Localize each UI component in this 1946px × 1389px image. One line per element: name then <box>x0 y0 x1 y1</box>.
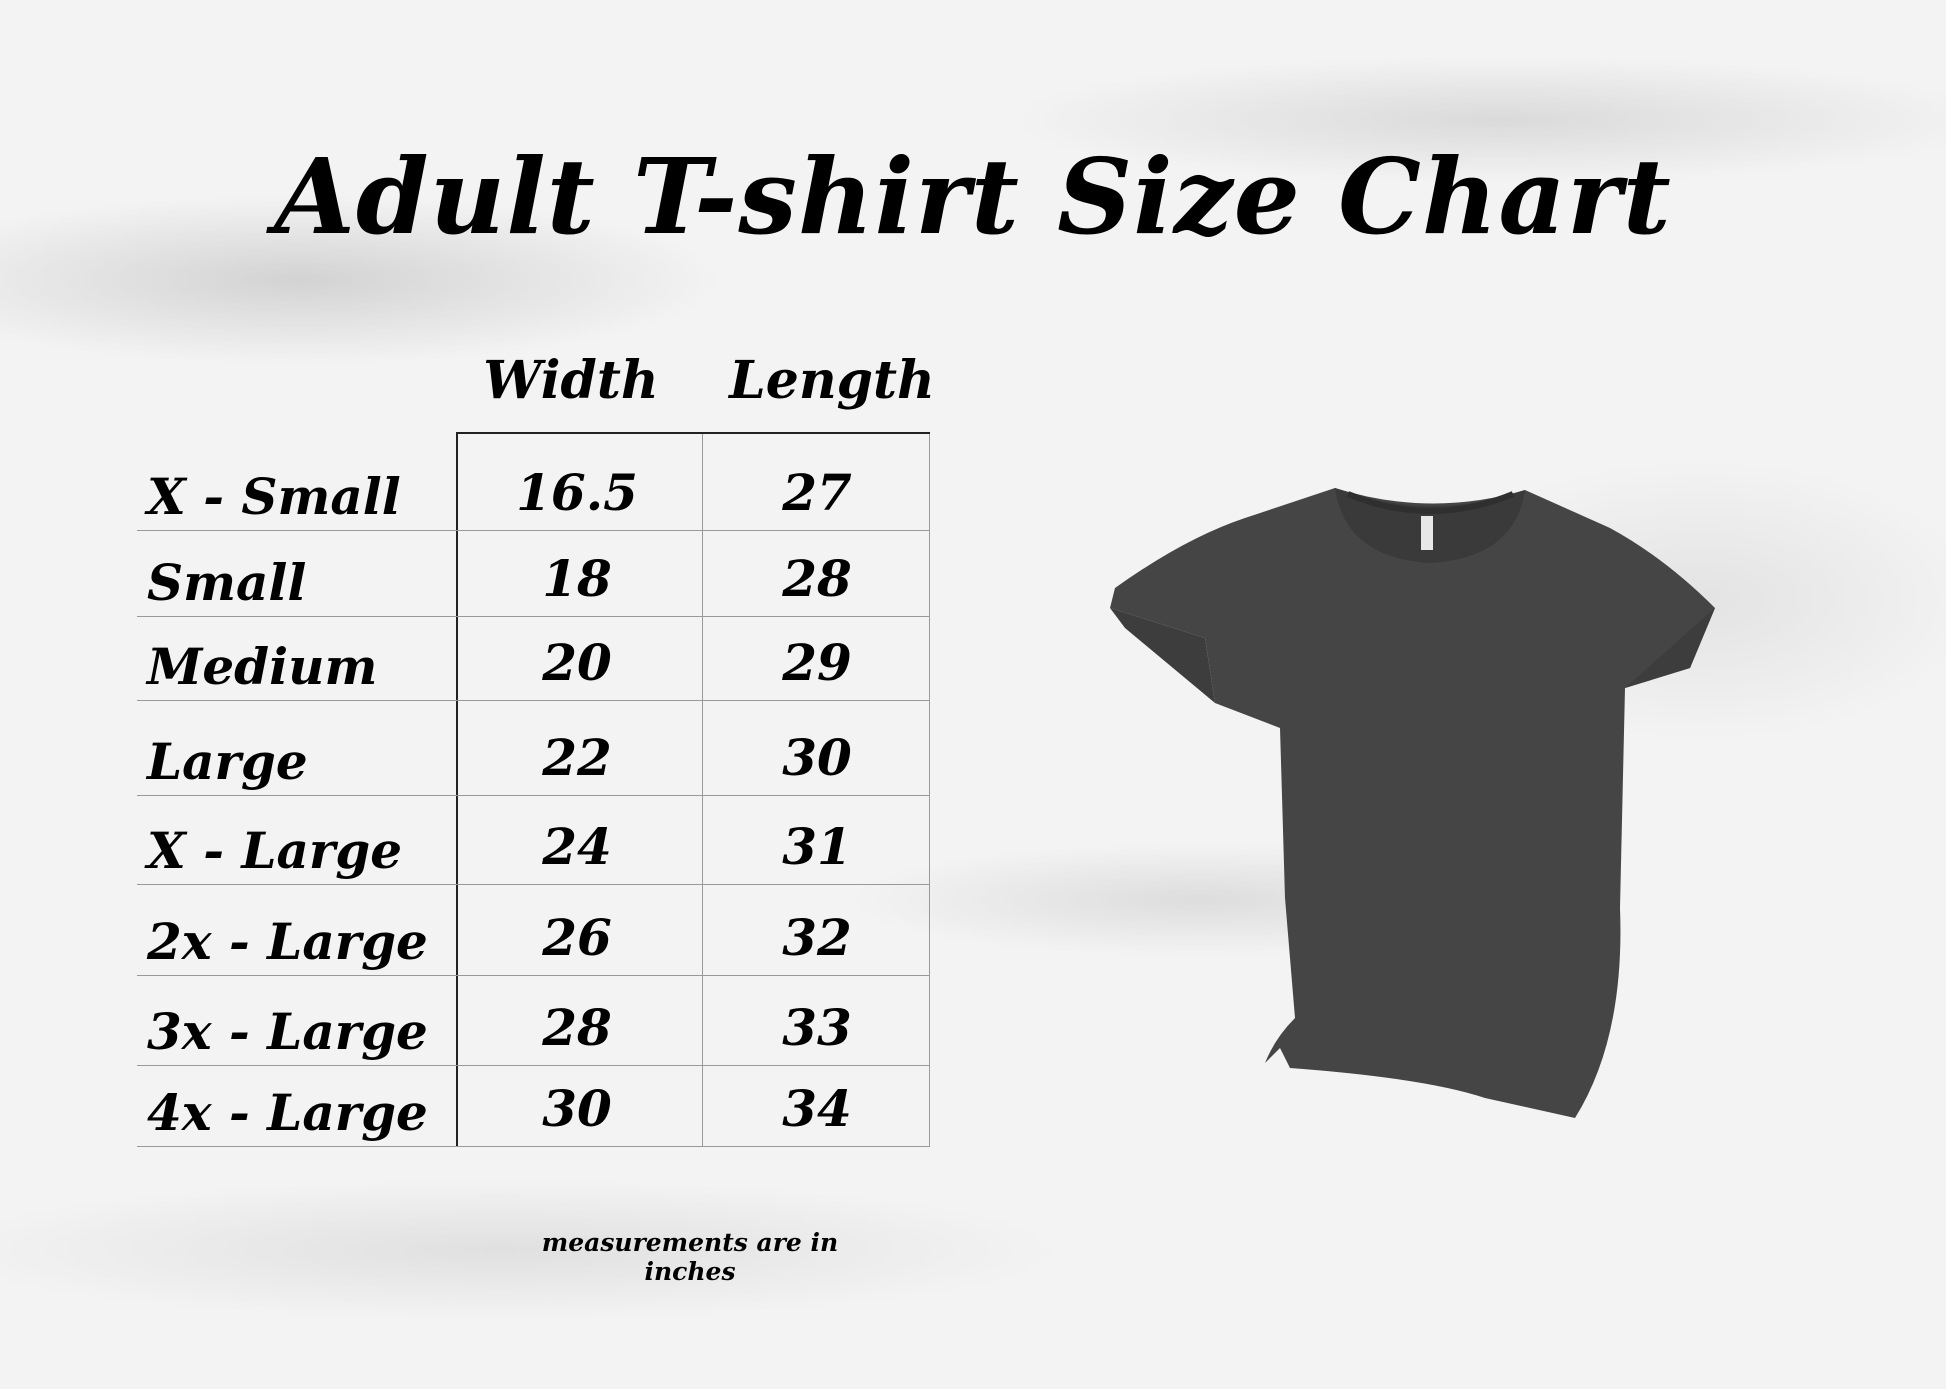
length-value: 27 <box>782 463 852 522</box>
table-row: 4x - Large 30 34 <box>137 1065 930 1146</box>
table-row: Small 18 28 <box>137 530 930 616</box>
length-value: 32 <box>782 908 852 967</box>
measurement-note: measurements are in inches <box>541 1228 839 1286</box>
table-row: Medium 20 29 <box>137 616 930 700</box>
size-label: 2x - Large <box>147 912 428 971</box>
size-label: Medium <box>147 637 378 696</box>
table-row: Large 22 30 <box>137 700 930 795</box>
size-label: X - Small <box>147 467 401 526</box>
length-value: 30 <box>782 728 852 787</box>
row-divider <box>137 1146 930 1147</box>
row-divider <box>137 616 930 617</box>
length-value: 31 <box>782 817 852 876</box>
row-divider <box>137 975 930 976</box>
row-divider <box>137 700 930 701</box>
size-label: X - Large <box>147 821 403 880</box>
length-value: 29 <box>782 633 852 692</box>
width-value: 20 <box>542 633 612 692</box>
length-value: 34 <box>782 1079 852 1138</box>
row-divider <box>137 1065 930 1066</box>
table-row: 3x - Large 28 33 <box>137 975 930 1065</box>
width-value: 30 <box>542 1079 612 1138</box>
row-divider <box>137 530 930 531</box>
length-value: 28 <box>782 549 852 608</box>
size-label: 3x - Large <box>147 1002 428 1061</box>
width-value: 24 <box>542 817 612 876</box>
size-table: X - Small 16.5 27 Small 18 28 Medium 20 29… <box>137 432 930 1147</box>
table-divider <box>929 432 930 1146</box>
size-label: Large <box>147 732 308 791</box>
length-value: 33 <box>782 998 852 1057</box>
width-value: 26 <box>542 908 612 967</box>
table-row: X - Small 16.5 27 <box>137 432 930 530</box>
size-label: 4x - Large <box>147 1083 428 1142</box>
width-value: 22 <box>542 728 612 787</box>
table-divider <box>456 432 458 1146</box>
width-value: 18 <box>542 549 612 608</box>
row-divider <box>137 795 930 796</box>
table-divider <box>702 432 703 1146</box>
width-value: 16.5 <box>516 463 638 522</box>
row-divider <box>137 884 930 885</box>
tshirt-image <box>1110 488 1715 1118</box>
column-header-length: Length <box>729 350 935 411</box>
table-row: 2x - Large 26 32 <box>137 884 930 975</box>
size-label: Small <box>147 553 307 612</box>
table-top-border <box>456 432 930 434</box>
width-value: 28 <box>542 998 612 1057</box>
table-row: X - Large 24 31 <box>137 795 930 884</box>
column-header-width: Width <box>483 350 659 411</box>
chart-title: Adult T-shirt Size Chart <box>274 135 1672 258</box>
